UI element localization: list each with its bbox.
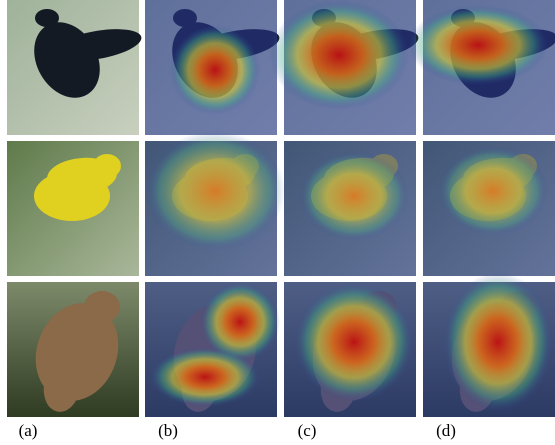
- image-cell: [145, 0, 282, 135]
- image-cell: [269, 0, 421, 135]
- image-cell: [145, 131, 285, 276]
- heatmap-spot: [443, 272, 553, 412]
- heatmap-spot: [299, 151, 409, 241]
- heatmap-spot: [269, 0, 409, 110]
- bird-shape: [35, 9, 59, 27]
- heatmap-spot: [170, 25, 260, 115]
- image-cell: [145, 282, 280, 417]
- image-cell: [284, 282, 416, 417]
- caption: (b): [158, 421, 178, 440]
- image-cell: [7, 0, 144, 135]
- heatmap-spot: [150, 347, 260, 407]
- image-cell: [7, 282, 139, 417]
- caption: (d): [436, 421, 456, 440]
- heatmap-spot: [145, 131, 285, 251]
- figure: (a) (b) (c) (d): [0, 0, 555, 445]
- image-cell: [7, 141, 139, 276]
- heatmap-spot: [438, 146, 548, 236]
- caption: (a): [19, 421, 38, 440]
- image-cell: [423, 272, 555, 417]
- image-cell: [284, 141, 416, 276]
- image-cell: [423, 141, 555, 276]
- heatmap-spot: [408, 5, 548, 85]
- heatmap-spot: [294, 282, 414, 402]
- bird-shape: [84, 291, 120, 323]
- caption: (c): [298, 421, 317, 440]
- image-cell: [408, 0, 555, 135]
- bird-shape: [93, 154, 121, 178]
